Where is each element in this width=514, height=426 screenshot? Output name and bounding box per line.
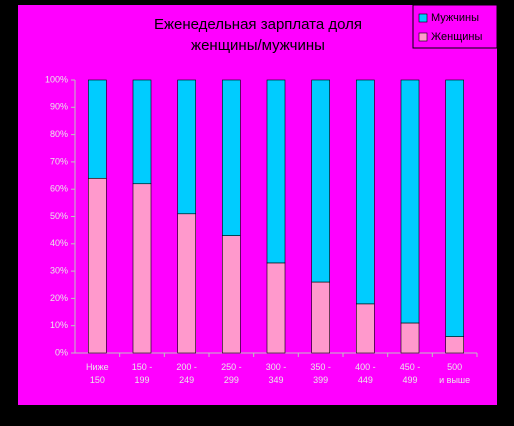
x-tick-label: 300 -349 [266,362,287,385]
y-tick-label: 20% [50,293,68,303]
bar-segment [311,79,330,283]
x-tick-label: 150 -199 [132,362,153,385]
legend-label: Женщины [431,31,482,43]
bar-segment [356,79,375,305]
bar-segment [400,322,420,354]
y-tick-label: 0% [55,347,68,357]
y-tick-label: 60% [50,184,68,194]
chart-title: Еженедельная зарплата доля женщины/мужчин… [154,16,362,54]
bar-segment [266,262,286,354]
bar-segment [88,177,107,354]
bar-segment [356,303,375,354]
bar-segment [88,79,107,179]
x-tick-label: 250 -299 [221,362,242,385]
bar-segment [222,79,241,236]
x-tick-label: 350 -399 [310,362,331,385]
bar-segment [177,213,196,354]
y-tick-label: 30% [50,265,68,275]
bar-segment [445,79,464,337]
x-tick-label: 500 и выше [439,362,470,385]
bar-segment [311,281,330,354]
bar-segment [266,79,286,264]
y-tick-label: 40% [50,238,68,248]
bar-segment [177,79,196,215]
bar-segment [400,79,420,324]
x-tick-label: 450 -499 [400,362,421,385]
legend-swatch [418,13,428,23]
x-tick-label: Ниже 150 [86,362,109,385]
bar-segment [132,183,152,354]
x-tick-label: 400 -449 [355,362,376,385]
legend-label: Мужчины [431,12,479,24]
bar-segment [132,79,152,185]
y-tick-label: 100% [45,74,68,84]
y-tick-label: 70% [50,156,68,166]
y-tick-label: 50% [50,211,68,221]
bar-segment [222,235,241,354]
bar-segment [445,336,464,354]
y-tick-label: 10% [50,320,68,330]
y-tick-label: 80% [50,129,68,139]
x-tick-label: 200 -249 [176,362,197,385]
y-tick-label: 90% [50,102,68,112]
legend-swatch [418,32,428,42]
